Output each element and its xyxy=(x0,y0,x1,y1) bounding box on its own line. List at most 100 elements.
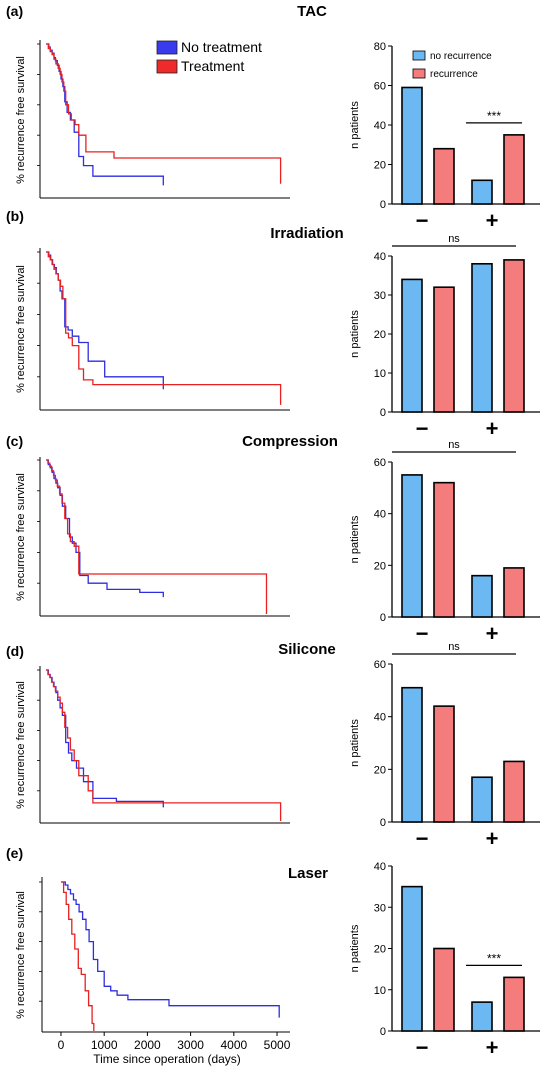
bar-no-recurrence-minus xyxy=(401,474,423,618)
bar-y-tick-label: 0 xyxy=(380,1026,386,1038)
bar-y-tick-label: 40 xyxy=(374,120,386,132)
km-curve-treatment xyxy=(46,251,282,405)
km-curve-no-treatment xyxy=(46,669,164,808)
km-curves-a xyxy=(37,43,282,186)
bar-recurrence-plus xyxy=(503,259,525,413)
bar-y-tick-label: 10 xyxy=(374,985,386,997)
panel-letter-d: (d) xyxy=(6,643,24,659)
bar-no-recurrence-minus xyxy=(401,86,423,205)
bar-legend-recurrence-label: recurrence xyxy=(430,69,478,80)
km-curve-treatment xyxy=(60,881,95,1031)
km-curves-c xyxy=(37,459,268,614)
bar-y-tick-label: 60 xyxy=(374,81,386,93)
bar-recurrence-minus xyxy=(433,705,455,823)
bar-no-recurrence-minus xyxy=(401,686,423,823)
bar-y-tick-label: 30 xyxy=(374,290,386,302)
km-curve-no-treatment xyxy=(60,881,280,1018)
bar-y-tick-label: 0 xyxy=(380,199,386,211)
group-label-plus: + xyxy=(486,208,499,233)
km-curve-treatment xyxy=(46,43,282,184)
group-label-plus: + xyxy=(486,1035,499,1060)
bar-no-recurrence-minus xyxy=(401,278,423,413)
km-x-tick-label: 1000 xyxy=(91,1038,118,1052)
bar-y-axis-label: n patients xyxy=(349,101,361,149)
bar-recurrence-minus xyxy=(433,147,455,205)
km-y-axis-label: % recurrence free survival xyxy=(15,473,27,601)
bar-no-recurrence-plus xyxy=(471,574,493,618)
panel-title-laser: Laser xyxy=(288,865,328,882)
bar-y-tick-label: 0 xyxy=(380,612,386,624)
group-label-plus: + xyxy=(486,826,499,851)
bar-y-tick-label: 60 xyxy=(374,457,386,469)
bar-y-tick-label: 20 xyxy=(374,329,386,341)
bar-y-axis-label: n patients xyxy=(349,310,361,358)
panel-title-compression: Compression xyxy=(242,433,338,450)
km-curve-treatment xyxy=(46,669,282,821)
significance-label: *** xyxy=(487,109,501,123)
group-label-minus: − xyxy=(416,621,429,646)
significance-label: ns xyxy=(448,233,460,245)
km-curves-d xyxy=(37,669,282,821)
bar-plot-c: 0 20 40 60 n patients − + ns xyxy=(349,439,540,646)
bar-y-tick-label: 30 xyxy=(374,902,386,914)
km-curves-b xyxy=(37,251,282,405)
panel-title-tac: TAC xyxy=(297,3,327,20)
bar-y-tick-label: 0 xyxy=(380,407,386,419)
km-legend-treatment-swatch xyxy=(156,59,178,74)
significance-label: ns xyxy=(448,439,460,451)
bar-legend-no-recurrence-swatch xyxy=(412,50,426,61)
panel-letter-b: (b) xyxy=(6,208,24,224)
bar-y-tick-label: 40 xyxy=(374,509,386,521)
bar-no-recurrence-plus xyxy=(471,179,493,205)
km-legend-treatment-label: Treatment xyxy=(181,58,244,74)
bar-y-tick-label: 80 xyxy=(374,41,386,53)
group-label-minus: − xyxy=(416,1035,429,1060)
bar-y-tick-label: 40 xyxy=(374,861,386,873)
bar-plot-d: 0 20 40 60 n patients − + ns xyxy=(349,641,540,851)
km-x-tick-label: 4000 xyxy=(220,1038,247,1052)
bar-recurrence-plus xyxy=(503,567,525,618)
bar-y-tick-label: 20 xyxy=(374,944,386,956)
bar-y-tick-label: 40 xyxy=(374,712,386,724)
km-plot-d: % recurrence free survival xyxy=(15,666,290,824)
km-curve-treatment xyxy=(46,459,268,614)
km-x-tick-label: 3000 xyxy=(177,1038,204,1052)
km-legend-no-treatment-swatch xyxy=(156,40,178,55)
significance-label: *** xyxy=(487,951,501,965)
bar-legend: no recurrence recurrence xyxy=(412,50,492,80)
km-curves-e xyxy=(60,881,280,1031)
bar-y-tick-label: 20 xyxy=(374,560,386,572)
bar-recurrence-minus xyxy=(433,947,455,1032)
bar-legend-no-recurrence-label: no recurrence xyxy=(430,51,492,62)
km-xticks-e: 0 1000 2000 3000 4000 5000 xyxy=(39,881,291,1052)
km-legend: No treatment Treatment xyxy=(156,39,262,74)
km-plot-b: % recurrence free survival xyxy=(15,248,290,411)
km-y-axis-label: % recurrence free survival xyxy=(15,891,27,1019)
panel-title-silicone: Silicone xyxy=(278,641,336,658)
km-x-axis-label: Time since operation (days) xyxy=(93,1052,241,1066)
bar-y-tick-label: 20 xyxy=(374,764,386,776)
bar-recurrence-minus xyxy=(433,481,455,618)
bar-no-recurrence-plus xyxy=(471,262,493,413)
panel-letter-c: (c) xyxy=(6,433,23,449)
bar-legend-recurrence-swatch xyxy=(412,68,426,79)
km-x-tick-label: 2000 xyxy=(134,1038,161,1052)
km-y-axis-label: % recurrence free survival xyxy=(15,56,27,184)
bar-no-recurrence-plus xyxy=(471,776,493,823)
group-label-minus: − xyxy=(416,416,429,441)
km-curve-no-treatment xyxy=(46,43,164,186)
km-legend-no-treatment-label: No treatment xyxy=(181,39,262,55)
bar-recurrence-plus xyxy=(503,760,525,823)
km-plot-c: % recurrence free survival xyxy=(15,457,290,617)
bar-y-axis-label: n patients xyxy=(349,924,361,972)
bar-recurrence-plus xyxy=(503,134,525,205)
group-label-minus: − xyxy=(416,826,429,851)
km-curve-no-treatment xyxy=(46,251,164,390)
bar-y-tick-label: 60 xyxy=(374,659,386,671)
bar-no-recurrence-minus xyxy=(401,885,423,1032)
panel-title-irradiation: Irradiation xyxy=(270,225,343,242)
bar-no-recurrence-plus xyxy=(471,1001,493,1032)
km-curve-no-treatment xyxy=(46,459,164,598)
km-x-tick-label: 5000 xyxy=(264,1038,291,1052)
bar-recurrence-minus xyxy=(433,286,455,413)
